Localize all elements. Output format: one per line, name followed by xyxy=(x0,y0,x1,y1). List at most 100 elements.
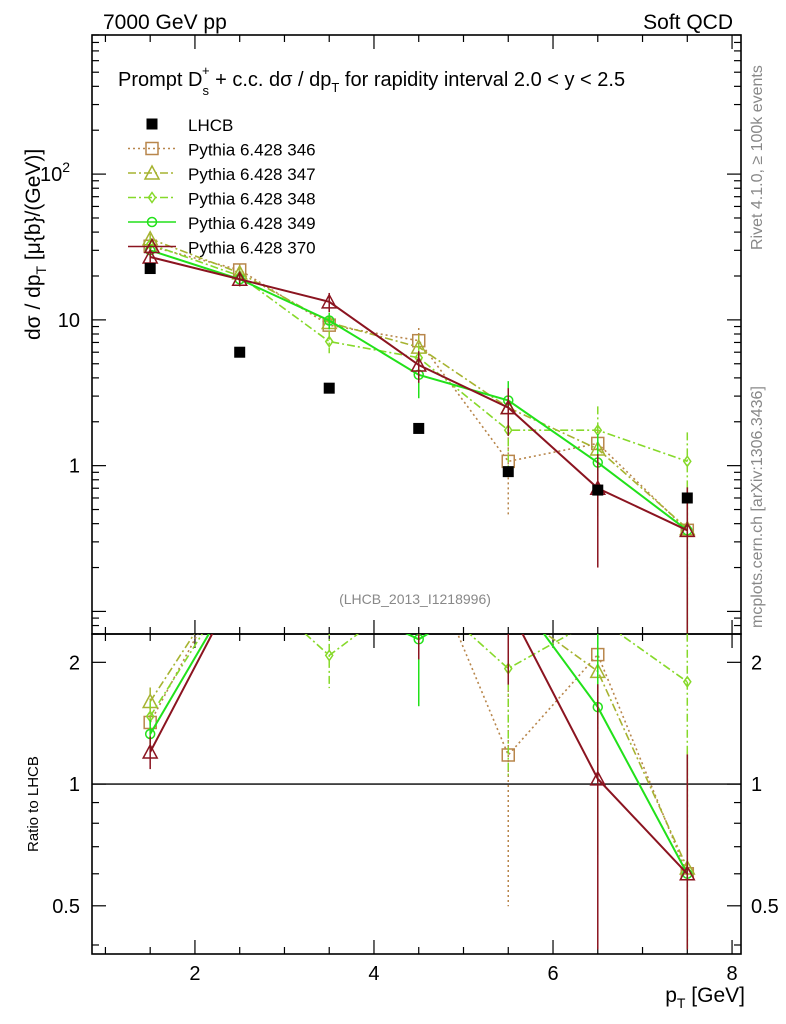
legend-label: Pythia 6.428 348 xyxy=(188,190,316,209)
x-axis-label: pT [GeV] xyxy=(665,984,745,1011)
main-y-tick-label-text: 10 xyxy=(40,164,62,186)
x-label-a: p xyxy=(665,984,677,1007)
x-tick-label: 2 xyxy=(189,963,200,985)
header-right: Soft QCD xyxy=(643,11,733,34)
ratio-point xyxy=(501,599,515,612)
data-point xyxy=(141,248,159,264)
main-series xyxy=(141,230,696,634)
data-point xyxy=(320,293,338,309)
ratio-point xyxy=(413,535,425,547)
ratio-y-tick-label-right: 1 xyxy=(751,774,762,796)
main-y-tick-label-text: 1 xyxy=(69,456,80,478)
side-label-rivet: Rivet 4.1.0, ≥ 100k events xyxy=(749,65,766,250)
title-part-c: for rapidity interval 2.0 < y < 2.5 xyxy=(339,69,625,91)
data-point xyxy=(410,356,427,372)
ratio-y-tick-label-right: 2 xyxy=(751,652,762,674)
data-point xyxy=(323,315,335,326)
legend: LHCB Pythia 6.428 346 Pythia 6.428 347 Pyth… xyxy=(128,116,316,258)
data-point xyxy=(499,399,517,415)
legend-marker xyxy=(146,216,158,228)
ratio-point xyxy=(234,550,246,562)
lhcb-point xyxy=(681,492,693,504)
ratio-point xyxy=(233,557,247,570)
y-label-a: dσ / dp xyxy=(22,274,45,340)
ratio-point xyxy=(412,552,426,565)
x-tick-label: 8 xyxy=(726,963,737,985)
main-y-tick-label: 10 xyxy=(58,310,80,332)
x-tick-label: 6 xyxy=(547,963,558,985)
legend-marker-lhcb xyxy=(146,118,158,130)
main-y-tick-label: 102 xyxy=(40,159,70,186)
legend-label: Pythia 6.428 370 xyxy=(188,239,316,258)
y-label-b: [μ{b}/(GeV)] xyxy=(22,149,45,266)
ratio-y-tick-label-left: 1 xyxy=(69,774,80,796)
series-1-main xyxy=(143,239,695,634)
lhcb-point xyxy=(592,484,604,496)
ratio-point xyxy=(324,649,334,662)
title-sup-plus: + xyxy=(202,63,210,78)
series-4-main xyxy=(144,245,693,634)
ratio-point xyxy=(504,581,513,590)
lhcb-point xyxy=(413,422,425,434)
ratio-point xyxy=(233,574,247,587)
title-sub-t: T xyxy=(331,80,339,95)
analysis-tag: (LHCB_2013_I1218996) xyxy=(339,591,491,607)
ratio-point xyxy=(141,743,159,759)
ratio-point xyxy=(325,593,334,602)
ratio-y-tick-label-right: 0.5 xyxy=(751,896,779,918)
x-label-b: [GeV] xyxy=(685,984,745,1007)
y-axis-label: dσ / dpT [μ{b}/(GeV)] xyxy=(22,149,49,340)
plot-title: Prompt Ds + + c.c. dσ / dpT for rapidity … xyxy=(118,63,625,98)
ratio-y-label: Ratio to LHCB xyxy=(25,756,42,852)
ratio-y-tick-label-left: 2 xyxy=(69,652,80,674)
side-label-mcplots: mcplots.cern.ch [arXiv:1306.3436] xyxy=(749,386,766,628)
ratio-point xyxy=(594,613,601,623)
title-sub-s: s xyxy=(202,83,209,98)
legend-marker xyxy=(147,191,157,204)
ratio-y-tick-label-left: 0.5 xyxy=(52,896,80,918)
main-y-tick-label: 1 xyxy=(69,456,80,478)
title-part-a: Prompt D xyxy=(118,69,202,91)
main-y-tick-label-text: 10 xyxy=(58,310,80,332)
main-y-tick-label-exp: 2 xyxy=(62,159,70,175)
data-point xyxy=(682,455,692,468)
ratio-point xyxy=(235,577,244,586)
legend-label-lhcb: LHCB xyxy=(188,116,233,135)
ratio-point xyxy=(589,770,607,786)
ratio-point xyxy=(322,538,336,551)
ratio-point xyxy=(682,675,692,689)
series-5-main xyxy=(141,248,696,634)
lhcb-point xyxy=(234,346,246,358)
legend-marker xyxy=(143,164,161,180)
y-label-sub: T xyxy=(33,265,49,274)
header-left: 7000 GeV pp xyxy=(103,11,227,34)
data-point xyxy=(324,335,334,348)
legend-label: Pythia 6.428 349 xyxy=(188,214,316,233)
legend-label: Pythia 6.428 346 xyxy=(188,141,316,160)
legend-marker xyxy=(145,141,159,156)
ratio-plot-frame xyxy=(91,633,742,955)
title-part-b: + c.c. dσ / dp xyxy=(210,69,332,91)
lhcb-point xyxy=(323,382,335,394)
series-2-ratio xyxy=(141,552,696,950)
ratio-point xyxy=(323,604,335,616)
legend-marker xyxy=(143,237,161,254)
ratio-point xyxy=(322,595,336,608)
ratio-point xyxy=(236,569,243,579)
data-lhcb xyxy=(144,263,693,504)
data-point xyxy=(679,521,696,538)
series-1-ratio xyxy=(143,535,695,950)
ratio-point xyxy=(679,865,696,881)
x-label-sub: T xyxy=(677,995,686,1011)
ratio-ticks: 0.5 0.5 1 1 2 2 xyxy=(52,652,779,946)
ratio-line xyxy=(149,634,689,875)
legend-label: Pythia 6.428 347 xyxy=(188,165,316,184)
series-5-ratio xyxy=(141,538,696,950)
ratio-point xyxy=(501,599,515,612)
ratio-series xyxy=(141,535,696,950)
lhcb-point xyxy=(502,466,514,478)
lhcb-point xyxy=(144,263,156,275)
data-point xyxy=(231,270,248,286)
